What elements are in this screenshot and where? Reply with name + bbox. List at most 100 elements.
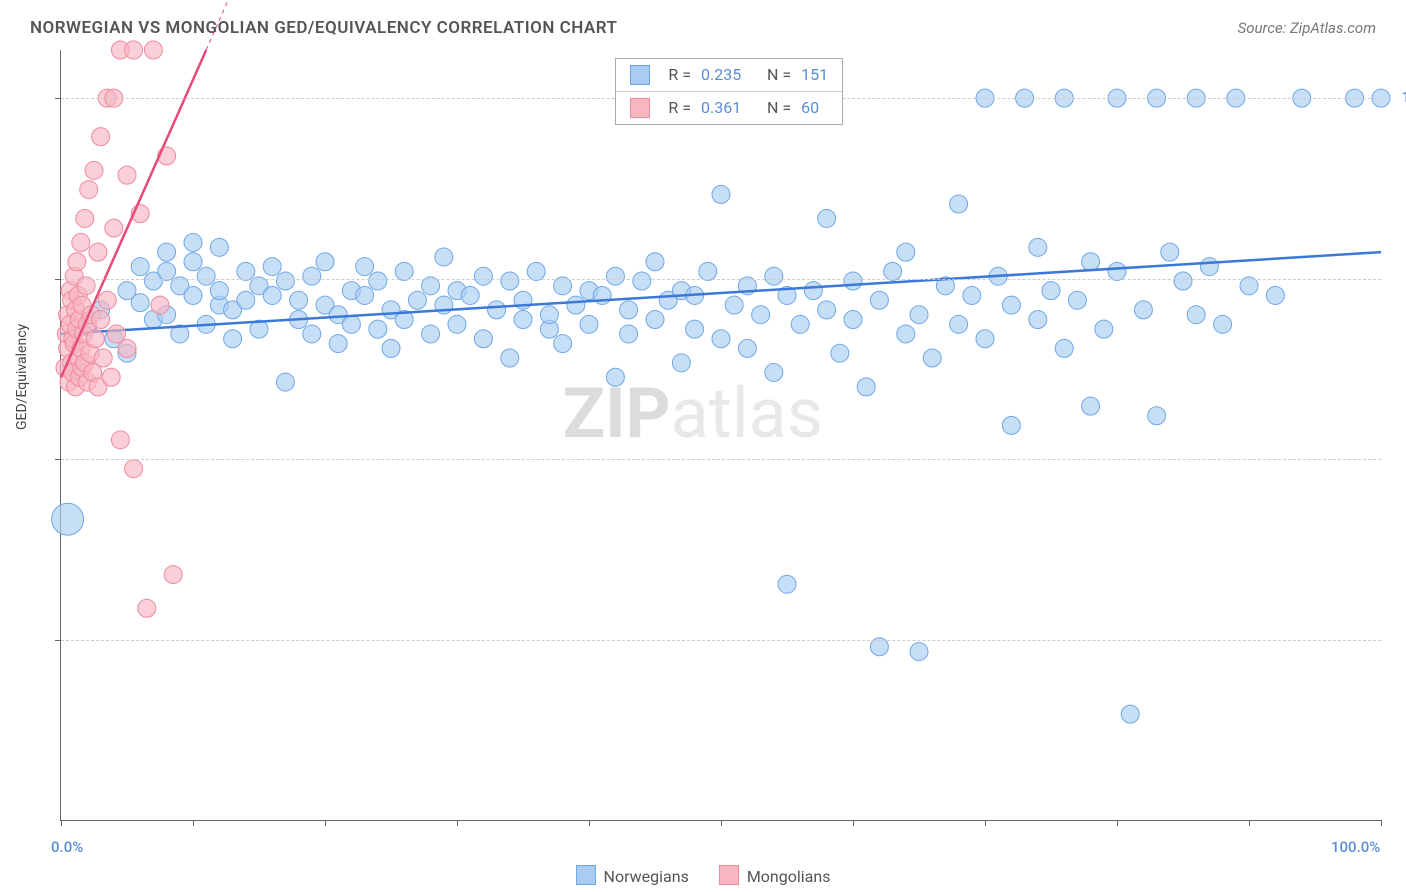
legend-item-norwegians: Norwegians (576, 865, 689, 886)
ytick-label: 100.0% (1402, 88, 1406, 106)
point-norwegians (606, 368, 624, 386)
point-norwegians (197, 267, 215, 285)
point-norwegians (791, 315, 809, 333)
point-norwegians (369, 272, 387, 290)
point-norwegians (1200, 258, 1218, 276)
point-mongolians (80, 181, 98, 199)
legend-swatch (630, 98, 650, 118)
point-norwegians (237, 291, 255, 309)
point-norwegians (210, 238, 228, 256)
legend-n-label: N = (767, 65, 791, 84)
point-norwegians (329, 335, 347, 353)
point-mongolians (86, 330, 104, 348)
xtick (325, 820, 326, 826)
ytick (55, 98, 61, 99)
point-norwegians (1214, 315, 1232, 333)
point-mongolians (92, 311, 110, 329)
plot-area: ZIPatlas 77.5%85.0%92.5%100.0%0.0%100.0%… (60, 50, 1381, 821)
point-mongolians (151, 296, 169, 314)
point-norwegians (263, 286, 281, 304)
point-mongolians (94, 349, 112, 367)
point-norwegians (897, 325, 915, 343)
point-norwegians (686, 320, 704, 338)
point-norwegians (408, 291, 426, 309)
xtick (721, 820, 722, 826)
point-norwegians (712, 185, 730, 203)
xtick (853, 820, 854, 826)
point-norwegians (950, 195, 968, 213)
point-norwegians (923, 349, 941, 367)
point-norwegians (276, 272, 294, 290)
point-norwegians (646, 253, 664, 271)
xtick (61, 820, 62, 826)
point-norwegians (52, 503, 84, 535)
point-mongolians (125, 41, 143, 59)
xtick (1381, 820, 1382, 826)
chart-source: Source: ZipAtlas.com (1238, 19, 1376, 37)
legend-item-mongolians: Mongolians (719, 865, 831, 886)
point-norwegians (725, 296, 743, 314)
point-norwegians (752, 306, 770, 324)
gridline (61, 279, 1381, 280)
point-mongolians (98, 291, 116, 309)
point-norwegians (818, 209, 836, 227)
legend-label: Norwegians (604, 867, 689, 886)
xtick (1117, 820, 1118, 826)
point-norwegians (1187, 306, 1205, 324)
point-mongolians (89, 243, 107, 261)
point-norwegians (263, 258, 281, 276)
point-mongolians (72, 234, 90, 252)
point-norwegians (184, 234, 202, 252)
point-mongolians (85, 161, 103, 179)
point-norwegians (1266, 286, 1284, 304)
point-norwegians (369, 320, 387, 338)
point-mongolians (138, 599, 156, 617)
point-norwegians (303, 325, 321, 343)
point-mongolians (105, 219, 123, 237)
point-norwegians (184, 253, 202, 271)
scatter-canvas (61, 50, 1381, 820)
ytick (55, 459, 61, 460)
ytick (55, 279, 61, 280)
point-norwegians (950, 315, 968, 333)
point-norwegians (448, 315, 466, 333)
xtick (457, 820, 458, 826)
xtick-label: 0.0% (51, 838, 83, 856)
point-norwegians (910, 306, 928, 324)
legend-r-value: 0.235 (701, 65, 757, 84)
legend-label: Mongolians (747, 867, 831, 886)
point-norwegians (342, 315, 360, 333)
point-norwegians (897, 243, 915, 261)
ytick (55, 640, 61, 641)
legend-swatch (719, 865, 739, 885)
xtick-label: 100.0% (1331, 838, 1380, 856)
point-norwegians (554, 335, 572, 353)
point-norwegians (1002, 296, 1020, 314)
point-norwegians (1029, 311, 1047, 329)
xtick (193, 820, 194, 826)
point-mongolians (125, 460, 143, 478)
point-norwegians (540, 306, 558, 324)
point-mongolians (118, 166, 136, 184)
point-norwegians (844, 272, 862, 290)
point-norwegians (1121, 705, 1139, 723)
point-norwegians (1002, 416, 1020, 434)
point-norwegians (461, 286, 479, 304)
point-norwegians (356, 286, 374, 304)
point-norwegians (976, 330, 994, 348)
point-norwegians (870, 291, 888, 309)
legend-r-value: 0.361 (701, 98, 757, 117)
point-norwegians (765, 267, 783, 285)
point-norwegians (474, 267, 492, 285)
point-norwegians (1174, 272, 1192, 290)
point-norwegians (633, 272, 651, 290)
point-norwegians (131, 258, 149, 276)
legend-n-value: 60 (801, 98, 819, 117)
gridline (61, 640, 1381, 641)
point-norwegians (1095, 320, 1113, 338)
stats-legend: R =0.235N =151R =0.361N =60 (615, 58, 843, 125)
point-norwegians (765, 363, 783, 381)
xtick (1249, 820, 1250, 826)
xtick (589, 820, 590, 826)
point-norwegians (804, 282, 822, 300)
